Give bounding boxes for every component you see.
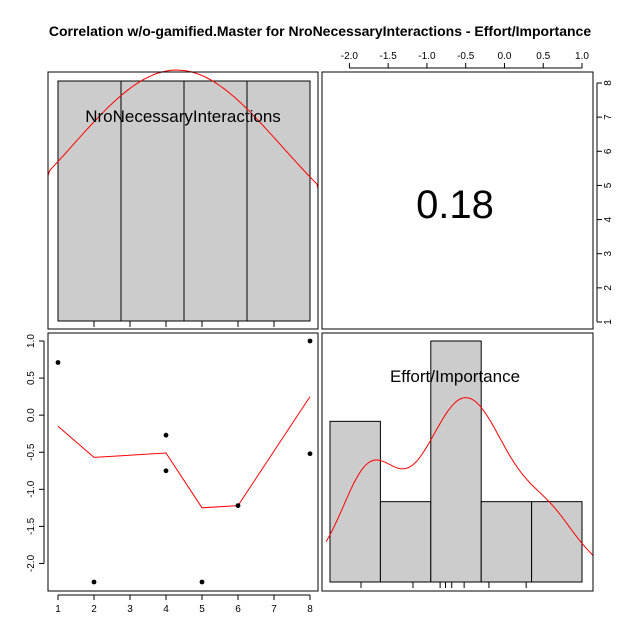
left-axis-tick-label: -1.0 bbox=[26, 480, 37, 498]
histy-bar bbox=[329, 420, 381, 583]
histy-bar bbox=[480, 501, 533, 583]
panel-frame bbox=[321, 332, 594, 592]
right-axis-tick-label: 2 bbox=[603, 285, 614, 291]
left-axis-tick-label: 0.5 bbox=[26, 371, 37, 385]
top-axis-tick-label: 1.0 bbox=[575, 51, 589, 62]
histx-density-line bbox=[47, 69, 319, 198]
bottom-axis-tick-label: 2 bbox=[91, 604, 97, 615]
left-axis-tick-label: -1.5 bbox=[26, 517, 37, 535]
histy-bar bbox=[430, 340, 482, 583]
panel-scatter bbox=[55, 338, 313, 585]
scatter-point bbox=[307, 451, 313, 457]
histy-bar bbox=[531, 501, 583, 583]
histy-density-line bbox=[325, 397, 594, 562]
chart-title: Correlation w/o-gamified.Master for NroN… bbox=[49, 23, 591, 39]
panel-frame bbox=[47, 71, 319, 330]
panel-correlation: 0.18 bbox=[416, 183, 494, 227]
panel-hist-y: Effort/Importance bbox=[325, 340, 594, 588]
histx-bar bbox=[246, 80, 311, 322]
top-axis-tick-label: -0.5 bbox=[457, 51, 475, 62]
left-axis-tick-label: 1.0 bbox=[26, 334, 37, 348]
scatter-fit-line bbox=[57, 396, 311, 509]
bottom-axis-tick-label: 3 bbox=[127, 604, 133, 615]
var-label-x: NroNecessaryInteractions bbox=[85, 107, 281, 126]
correlation-value: 0.18 bbox=[416, 183, 494, 227]
top-axis-tick-label: 0.5 bbox=[536, 51, 550, 62]
bottom-axis-tick-label: 6 bbox=[235, 604, 241, 615]
var-label-y: Effort/Importance bbox=[390, 367, 520, 386]
bottom-axis-tick-label: 4 bbox=[163, 604, 169, 615]
scatter-point bbox=[163, 432, 169, 438]
panel-frame bbox=[47, 332, 319, 592]
top-axis-tick-label: -2.0 bbox=[341, 51, 359, 62]
histx-bar bbox=[57, 80, 122, 322]
right-axis-tick-label: 5 bbox=[603, 182, 614, 188]
bottom-axis-tick-label: 7 bbox=[271, 604, 277, 615]
right-axis-tick-label: 7 bbox=[603, 114, 614, 120]
histy-bar bbox=[379, 501, 432, 583]
histx-bar bbox=[120, 80, 185, 322]
right-axis-tick-label: 3 bbox=[603, 250, 614, 256]
panel-frame bbox=[321, 71, 594, 330]
right-axis-tick-label: 4 bbox=[603, 216, 614, 222]
scatter-point bbox=[235, 503, 241, 509]
top-axis-tick-label: 0.0 bbox=[498, 51, 512, 62]
scatter-point bbox=[307, 338, 313, 344]
scatter-point bbox=[199, 579, 205, 585]
bottom-axis-tick-label: 5 bbox=[199, 604, 205, 615]
bottom-axis-tick-label: 1 bbox=[55, 604, 61, 615]
right-axis-tick-label: 1 bbox=[603, 319, 614, 325]
scatter-point bbox=[55, 360, 61, 365]
histx-bar bbox=[183, 80, 248, 322]
left-axis-tick-label: -0.5 bbox=[26, 443, 37, 461]
panel-hist-x: NroNecessaryInteractions bbox=[47, 69, 319, 327]
scatter-point bbox=[163, 468, 169, 474]
bottom-axis-tick-label: 8 bbox=[307, 604, 313, 615]
top-axis-tick-label: -1.0 bbox=[418, 51, 436, 62]
left-axis-tick-label: -2.0 bbox=[26, 554, 37, 572]
right-axis-tick-label: 6 bbox=[603, 148, 614, 154]
right-axis-tick-label: 8 bbox=[603, 80, 614, 86]
top-axis-tick-label: -1.5 bbox=[380, 51, 398, 62]
left-axis-tick-label: 0.0 bbox=[26, 408, 37, 422]
scatter-point bbox=[91, 579, 97, 585]
